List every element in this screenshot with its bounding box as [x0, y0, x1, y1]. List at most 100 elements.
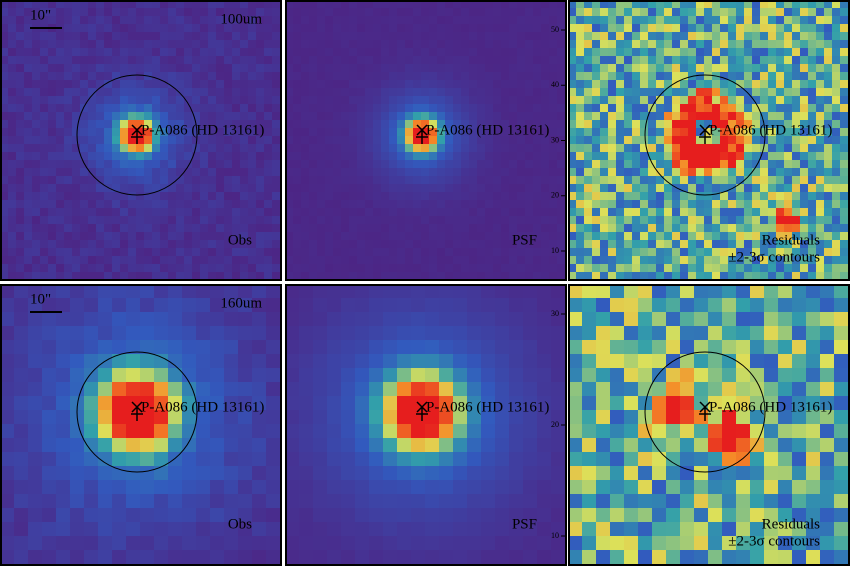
pixel [56, 16, 64, 24]
pixel [317, 184, 325, 192]
pixel [200, 8, 208, 16]
pixel [708, 284, 722, 298]
pixel [325, 32, 333, 40]
pixel [208, 216, 216, 224]
pixel [624, 80, 632, 88]
pixel [216, 104, 224, 112]
pixel [840, 64, 848, 72]
pixel [568, 368, 582, 382]
pixel [301, 224, 309, 232]
pixel [152, 136, 160, 144]
pixel [469, 16, 477, 24]
pixel [533, 224, 541, 232]
pixel [104, 224, 112, 232]
pixel [437, 272, 445, 280]
pixel [800, 72, 808, 80]
pixel [389, 232, 397, 240]
pixel [98, 284, 112, 298]
pixel [493, 216, 501, 224]
pixel [168, 8, 176, 16]
pixel [144, 136, 152, 144]
pixel [752, 272, 760, 280]
kind-label: Obs [228, 232, 252, 248]
pixel [272, 264, 280, 272]
pixel [752, 264, 760, 272]
pixel [256, 128, 264, 136]
pixel [648, 224, 656, 232]
pixel [784, 64, 792, 72]
pixel [808, 32, 816, 40]
pixel [248, 168, 256, 176]
pixel [728, 104, 736, 112]
pixel [299, 368, 313, 382]
pixel [272, 0, 280, 8]
pixel [493, 256, 501, 264]
pixel [355, 354, 369, 368]
pixel [266, 326, 280, 340]
pixel [744, 16, 752, 24]
pixel [224, 96, 232, 104]
pixel [88, 264, 96, 272]
pixel [792, 216, 800, 224]
pixel [349, 104, 357, 112]
pixel [333, 104, 341, 112]
pixel [792, 136, 800, 144]
pixel [64, 224, 72, 232]
pixel [624, 8, 632, 16]
pixel [509, 466, 523, 480]
pixel [481, 536, 495, 550]
pixel [333, 40, 341, 48]
pixel [293, 88, 301, 96]
pixel [232, 72, 240, 80]
pixel [120, 16, 128, 24]
pixel [616, 64, 624, 72]
pixel [355, 340, 369, 354]
pixel [160, 128, 168, 136]
pixel [533, 128, 541, 136]
pixel [397, 396, 411, 410]
pixel [208, 96, 216, 104]
pixel [537, 382, 551, 396]
pixel [688, 16, 696, 24]
pixel [596, 382, 610, 396]
pixel [445, 256, 453, 264]
pixel [425, 396, 439, 410]
pixel [232, 40, 240, 48]
pixel [616, 136, 624, 144]
pixel [56, 200, 64, 208]
pixel [752, 48, 760, 56]
pixel [411, 480, 425, 494]
pixel [509, 536, 523, 550]
pixel [680, 176, 688, 184]
pixel [445, 272, 453, 280]
pixel [357, 208, 365, 216]
pixel [72, 88, 80, 96]
pixel [200, 168, 208, 176]
pixel [285, 466, 299, 480]
pixel [425, 550, 439, 564]
pixel [592, 240, 600, 248]
pixel [425, 354, 439, 368]
pixel [248, 88, 256, 96]
pixel [24, 96, 32, 104]
pixel [816, 88, 824, 96]
pixel [285, 368, 299, 382]
pixel [648, 232, 656, 240]
pixel [272, 216, 280, 224]
pixel [525, 0, 533, 8]
pixel [656, 224, 664, 232]
pixel [313, 326, 327, 340]
pixel [509, 120, 517, 128]
pixel [429, 80, 437, 88]
pixel [80, 136, 88, 144]
pixel [523, 284, 537, 298]
pixel [656, 160, 664, 168]
pixel [160, 184, 168, 192]
pixel [834, 326, 848, 340]
pixel [333, 136, 341, 144]
pixel [168, 120, 176, 128]
pixel [485, 264, 493, 272]
pixel [664, 264, 672, 272]
pixel [568, 72, 576, 80]
